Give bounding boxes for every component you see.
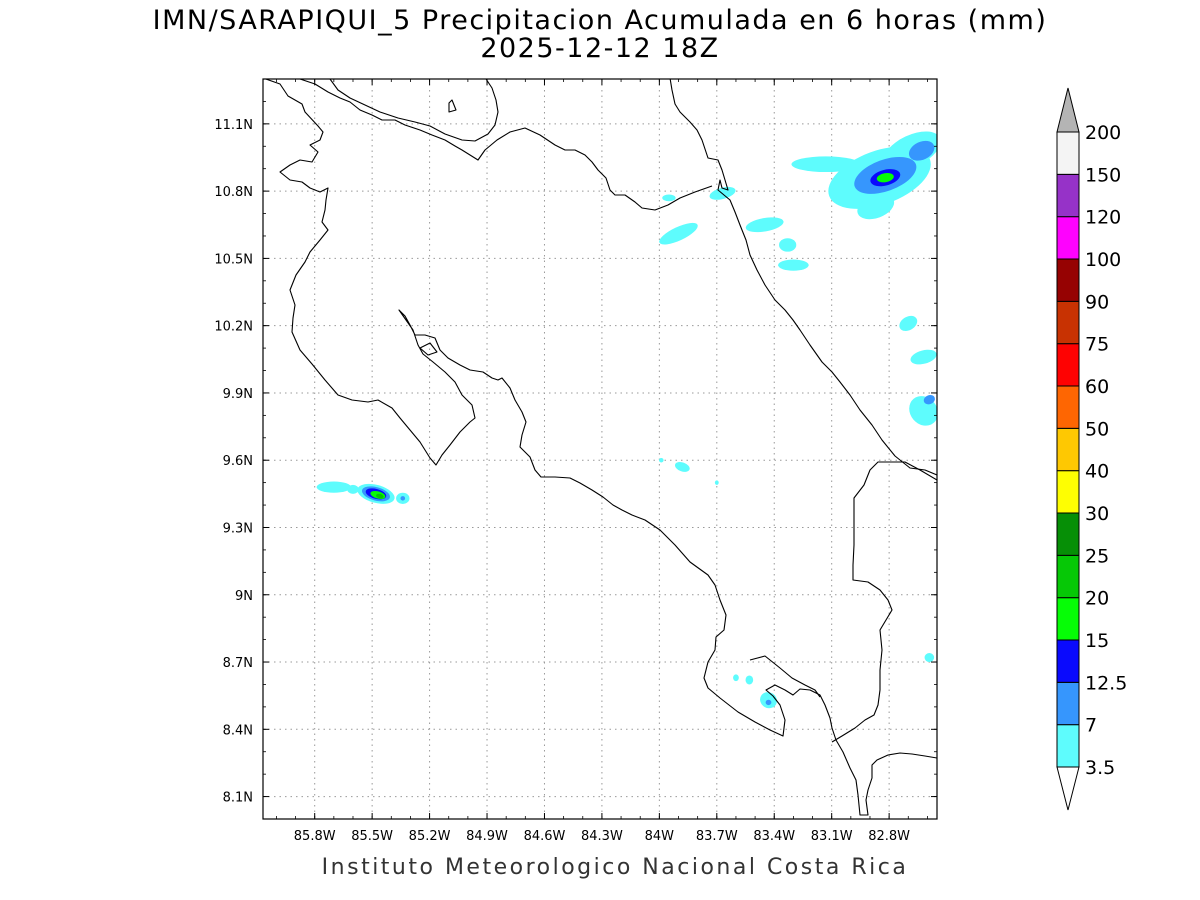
precipitation-areas bbox=[316, 131, 937, 709]
colorbar-box bbox=[1056, 343, 1080, 387]
precip-area bbox=[316, 481, 352, 493]
colorbar-box bbox=[1056, 512, 1080, 556]
colorbar-label: 100 bbox=[1085, 249, 1121, 271]
map-frame bbox=[262, 78, 938, 820]
lon-tick-label: 83.7W bbox=[696, 829, 738, 844]
colorbar-label: 30 bbox=[1085, 503, 1109, 525]
colorbar-box bbox=[1056, 131, 1080, 175]
osa-peninsula-north bbox=[749, 655, 821, 698]
colorbar-box bbox=[1056, 681, 1080, 726]
precip-area bbox=[714, 480, 719, 485]
lon-tick-label: 85.2W bbox=[409, 829, 451, 844]
panama-border bbox=[831, 461, 937, 743]
lat-tick-label: 11.1N bbox=[214, 118, 253, 133]
colorbar-box bbox=[1056, 385, 1080, 429]
precip-area bbox=[779, 238, 797, 252]
colorbar-box bbox=[1056, 427, 1080, 472]
colorbar-label: 12.5 bbox=[1085, 672, 1127, 694]
caribbean-coast bbox=[669, 79, 937, 476]
precip-area bbox=[908, 140, 935, 161]
precip-area bbox=[924, 653, 935, 663]
precip-area bbox=[733, 674, 739, 682]
lon-tick-label: 85.8W bbox=[294, 829, 336, 844]
colorbar-box bbox=[1056, 724, 1080, 768]
colorbar-label: 3.5 bbox=[1085, 757, 1115, 779]
precip-area bbox=[765, 699, 772, 706]
lon-tick-label: 84.9W bbox=[466, 829, 508, 844]
colorbar-box bbox=[1056, 554, 1080, 599]
nicoya-gulf-island bbox=[419, 342, 438, 356]
lon-tick-label: 84.3W bbox=[581, 829, 623, 844]
lake-nicaragua-shore bbox=[329, 79, 499, 142]
precip-area bbox=[857, 194, 895, 220]
precip-area bbox=[909, 396, 937, 426]
precip-area bbox=[910, 349, 937, 365]
colorbar-box bbox=[1056, 470, 1080, 514]
map-axes: 85.8W 85.5W 85.2W 84.9W 84.6W 84.3W 84W 83.7W 83… bbox=[214, 78, 937, 844]
colorbar-label: 120 bbox=[1085, 207, 1121, 229]
colorbar-label: 60 bbox=[1085, 376, 1109, 398]
nicaragua-border bbox=[299, 79, 713, 211]
colorbar-label: 15 bbox=[1085, 630, 1109, 652]
pacific-coast-guanacaste bbox=[264, 79, 937, 816]
lat-tick-label: 8.1N bbox=[223, 791, 253, 806]
lat-tick-label: 10.2N bbox=[214, 320, 253, 335]
colorbar-label: 25 bbox=[1085, 545, 1109, 567]
lat-tick-label: 9.6N bbox=[223, 454, 253, 469]
precip-area bbox=[347, 484, 359, 494]
precip-area bbox=[400, 496, 406, 501]
precip-area bbox=[674, 461, 690, 472]
colorbar-box bbox=[1056, 639, 1080, 683]
precip-area bbox=[662, 194, 676, 202]
lake-island bbox=[448, 99, 457, 113]
precip-area bbox=[899, 315, 918, 331]
colorbar-label: 7 bbox=[1085, 715, 1097, 737]
colorbar-label: 50 bbox=[1085, 418, 1109, 440]
colorbar-box bbox=[1056, 597, 1080, 641]
lon-tick-label: 85.5W bbox=[351, 829, 393, 844]
precip-area bbox=[658, 457, 664, 463]
precip-area bbox=[745, 217, 784, 233]
colorbar-label: 200 bbox=[1085, 122, 1121, 144]
lon-tick-label: 83.4W bbox=[753, 829, 795, 844]
lon-tick-label: 83.1W bbox=[811, 829, 853, 844]
lat-tick-label: 10.8N bbox=[214, 185, 253, 200]
precip-area bbox=[791, 156, 861, 173]
colorbar-overflow-triangle bbox=[1056, 87, 1080, 133]
colorbar: 3.5 7 12.5 15 20 25 30 40 50 60 75 90 100 120 150 200 bbox=[1056, 87, 1127, 811]
colorbar-box bbox=[1056, 258, 1080, 302]
lat-tick-label: 9.9N bbox=[223, 387, 253, 402]
precip-area bbox=[876, 173, 894, 183]
precip-area bbox=[376, 493, 384, 499]
precip-area bbox=[659, 222, 698, 245]
lon-tick-label: 84.6W bbox=[524, 829, 566, 844]
colorbar-box bbox=[1056, 300, 1080, 345]
precip-area bbox=[778, 259, 809, 271]
coastline bbox=[264, 79, 937, 816]
lat-tick-label: 8.4N bbox=[223, 723, 253, 738]
lon-tick-label: 84W bbox=[645, 829, 675, 844]
colorbar-box bbox=[1056, 173, 1080, 218]
precip-area bbox=[745, 675, 754, 685]
colorbar-label: 90 bbox=[1085, 291, 1109, 313]
precip-area bbox=[923, 395, 935, 405]
colorbar-label: 40 bbox=[1085, 461, 1109, 483]
lat-tick-label: 8.7N bbox=[223, 656, 253, 671]
colorbar-box bbox=[1056, 216, 1080, 260]
institution-credit: Instituto Meteorologico Nacional Costa R… bbox=[321, 855, 909, 880]
map-title: IMN/SARAPIQUI_5 Precipitacion Acumulada … bbox=[152, 5, 1048, 36]
lat-tick-label: 9.3N bbox=[223, 521, 253, 536]
colorbar-underflow-triangle bbox=[1056, 766, 1080, 811]
map-valid-time: 2025-12-12 18Z bbox=[480, 33, 720, 64]
lon-tick-label: 82.8W bbox=[868, 829, 910, 844]
colorbar-label: 150 bbox=[1085, 164, 1121, 186]
colorbar-label: 20 bbox=[1085, 588, 1109, 610]
colorbar-label: 75 bbox=[1085, 334, 1109, 356]
lat-tick-label: 9N bbox=[235, 589, 253, 604]
lat-tick-label: 10.5N bbox=[214, 252, 253, 267]
